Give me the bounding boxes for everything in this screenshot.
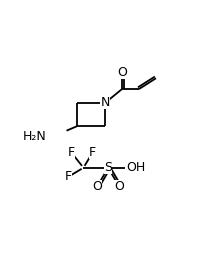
- Text: O: O: [117, 66, 127, 79]
- Text: O: O: [114, 180, 124, 193]
- Text: F: F: [89, 146, 96, 159]
- Text: F: F: [68, 146, 75, 159]
- Text: N: N: [100, 96, 110, 109]
- Text: S: S: [104, 161, 112, 174]
- Text: OH: OH: [127, 161, 146, 174]
- Text: F: F: [64, 170, 72, 183]
- Text: O: O: [92, 180, 102, 193]
- Text: H₂N: H₂N: [23, 130, 46, 143]
